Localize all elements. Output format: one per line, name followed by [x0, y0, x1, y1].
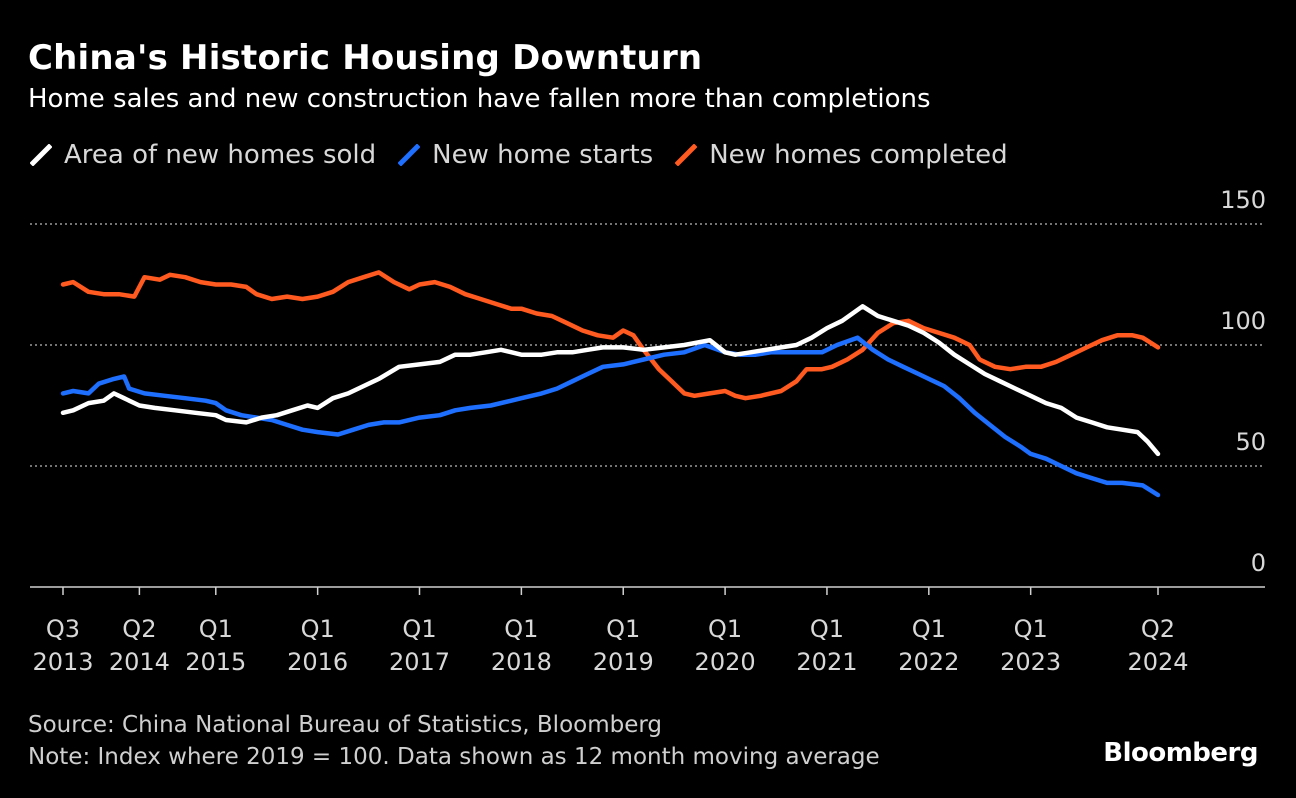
series-line-new-starts [60, 335, 1161, 498]
x-tick-label-7-top: Q1 [708, 615, 742, 643]
x-tick-label-10-bottom: 2023 [1000, 648, 1061, 676]
x-tick-label-9-top: Q1 [912, 615, 946, 643]
x-tick-label-1-top: Q2 [122, 615, 156, 643]
x-tick-label-8-bottom: 2021 [796, 648, 857, 676]
x-tick-label-11-bottom: 2024 [1127, 648, 1188, 676]
x-tick-label-1-bottom: 2014 [109, 648, 170, 676]
chart-title: China's Historic Housing Downturn [28, 38, 703, 78]
series-lines [60, 270, 1161, 498]
legend-swatch-sold-icon [30, 144, 52, 166]
footnote: Note: Index where 2019 = 100. Data shown… [28, 744, 880, 770]
legend: Area of new homes sold New home starts N… [30, 140, 1030, 170]
x-tick-label-11-top: Q2 [1141, 615, 1175, 643]
series-line-completed [60, 270, 1161, 401]
x-axis: Q3 2013 Q2 2014 Q1 2015 Q1 2016 Q1 2017 Q1 2018 Q1 20… [30, 586, 1265, 676]
x-tick-label-6-top: Q1 [606, 615, 640, 643]
y-tick-label-150: 150 [1220, 186, 1266, 214]
chart-subtitle: Home sales and new construction have fal… [28, 84, 931, 114]
x-tick-label-3-bottom: 2016 [287, 648, 348, 676]
x-tick-label-8-top: Q1 [810, 615, 844, 643]
x-tick-label-0-top: Q3 [46, 615, 80, 643]
legend-item-completed: New homes completed [675, 140, 1008, 170]
x-tick-label-5-top: Q1 [504, 615, 538, 643]
legend-label-starts: New home starts [432, 140, 654, 170]
source-note: Source: China National Bureau of Statist… [28, 712, 663, 738]
x-tick-label-5-bottom: 2018 [491, 648, 552, 676]
x-tick-label-7-bottom: 2020 [695, 648, 756, 676]
x-tick-label-3-top: Q1 [301, 615, 335, 643]
x-tick-label-4-bottom: 2017 [389, 648, 450, 676]
gridlines [30, 223, 1265, 467]
legend-item-starts: New home starts [398, 140, 653, 170]
x-tick-label-2-top: Q1 [199, 615, 233, 643]
y-axis-ticks: 0 50 100 150 [1220, 186, 1266, 577]
x-tick-label-10-top: Q1 [1014, 615, 1048, 643]
y-tick-label-0: 0 [1251, 549, 1266, 577]
legend-swatch-completed-icon [675, 144, 698, 166]
x-tick-label-4-top: Q1 [402, 615, 436, 643]
legend-label-completed: New homes completed [709, 140, 1008, 170]
y-tick-label-50: 50 [1235, 428, 1266, 456]
bloomberg-logo: Bloomberg [1103, 738, 1258, 768]
x-tick-label-9-bottom: 2022 [898, 648, 959, 676]
legend-swatch-starts-icon [398, 144, 421, 166]
x-tick-label-6-bottom: 2019 [593, 648, 654, 676]
y-tick-label-100: 100 [1220, 307, 1266, 335]
series-line-area-sold [60, 304, 1161, 457]
legend-label-sold: Area of new homes sold [64, 140, 377, 170]
x-tick-label-2-bottom: 2015 [185, 648, 246, 676]
x-tick-label-0-bottom: 2013 [32, 648, 93, 676]
legend-item-sold: Area of new homes sold [30, 140, 376, 170]
